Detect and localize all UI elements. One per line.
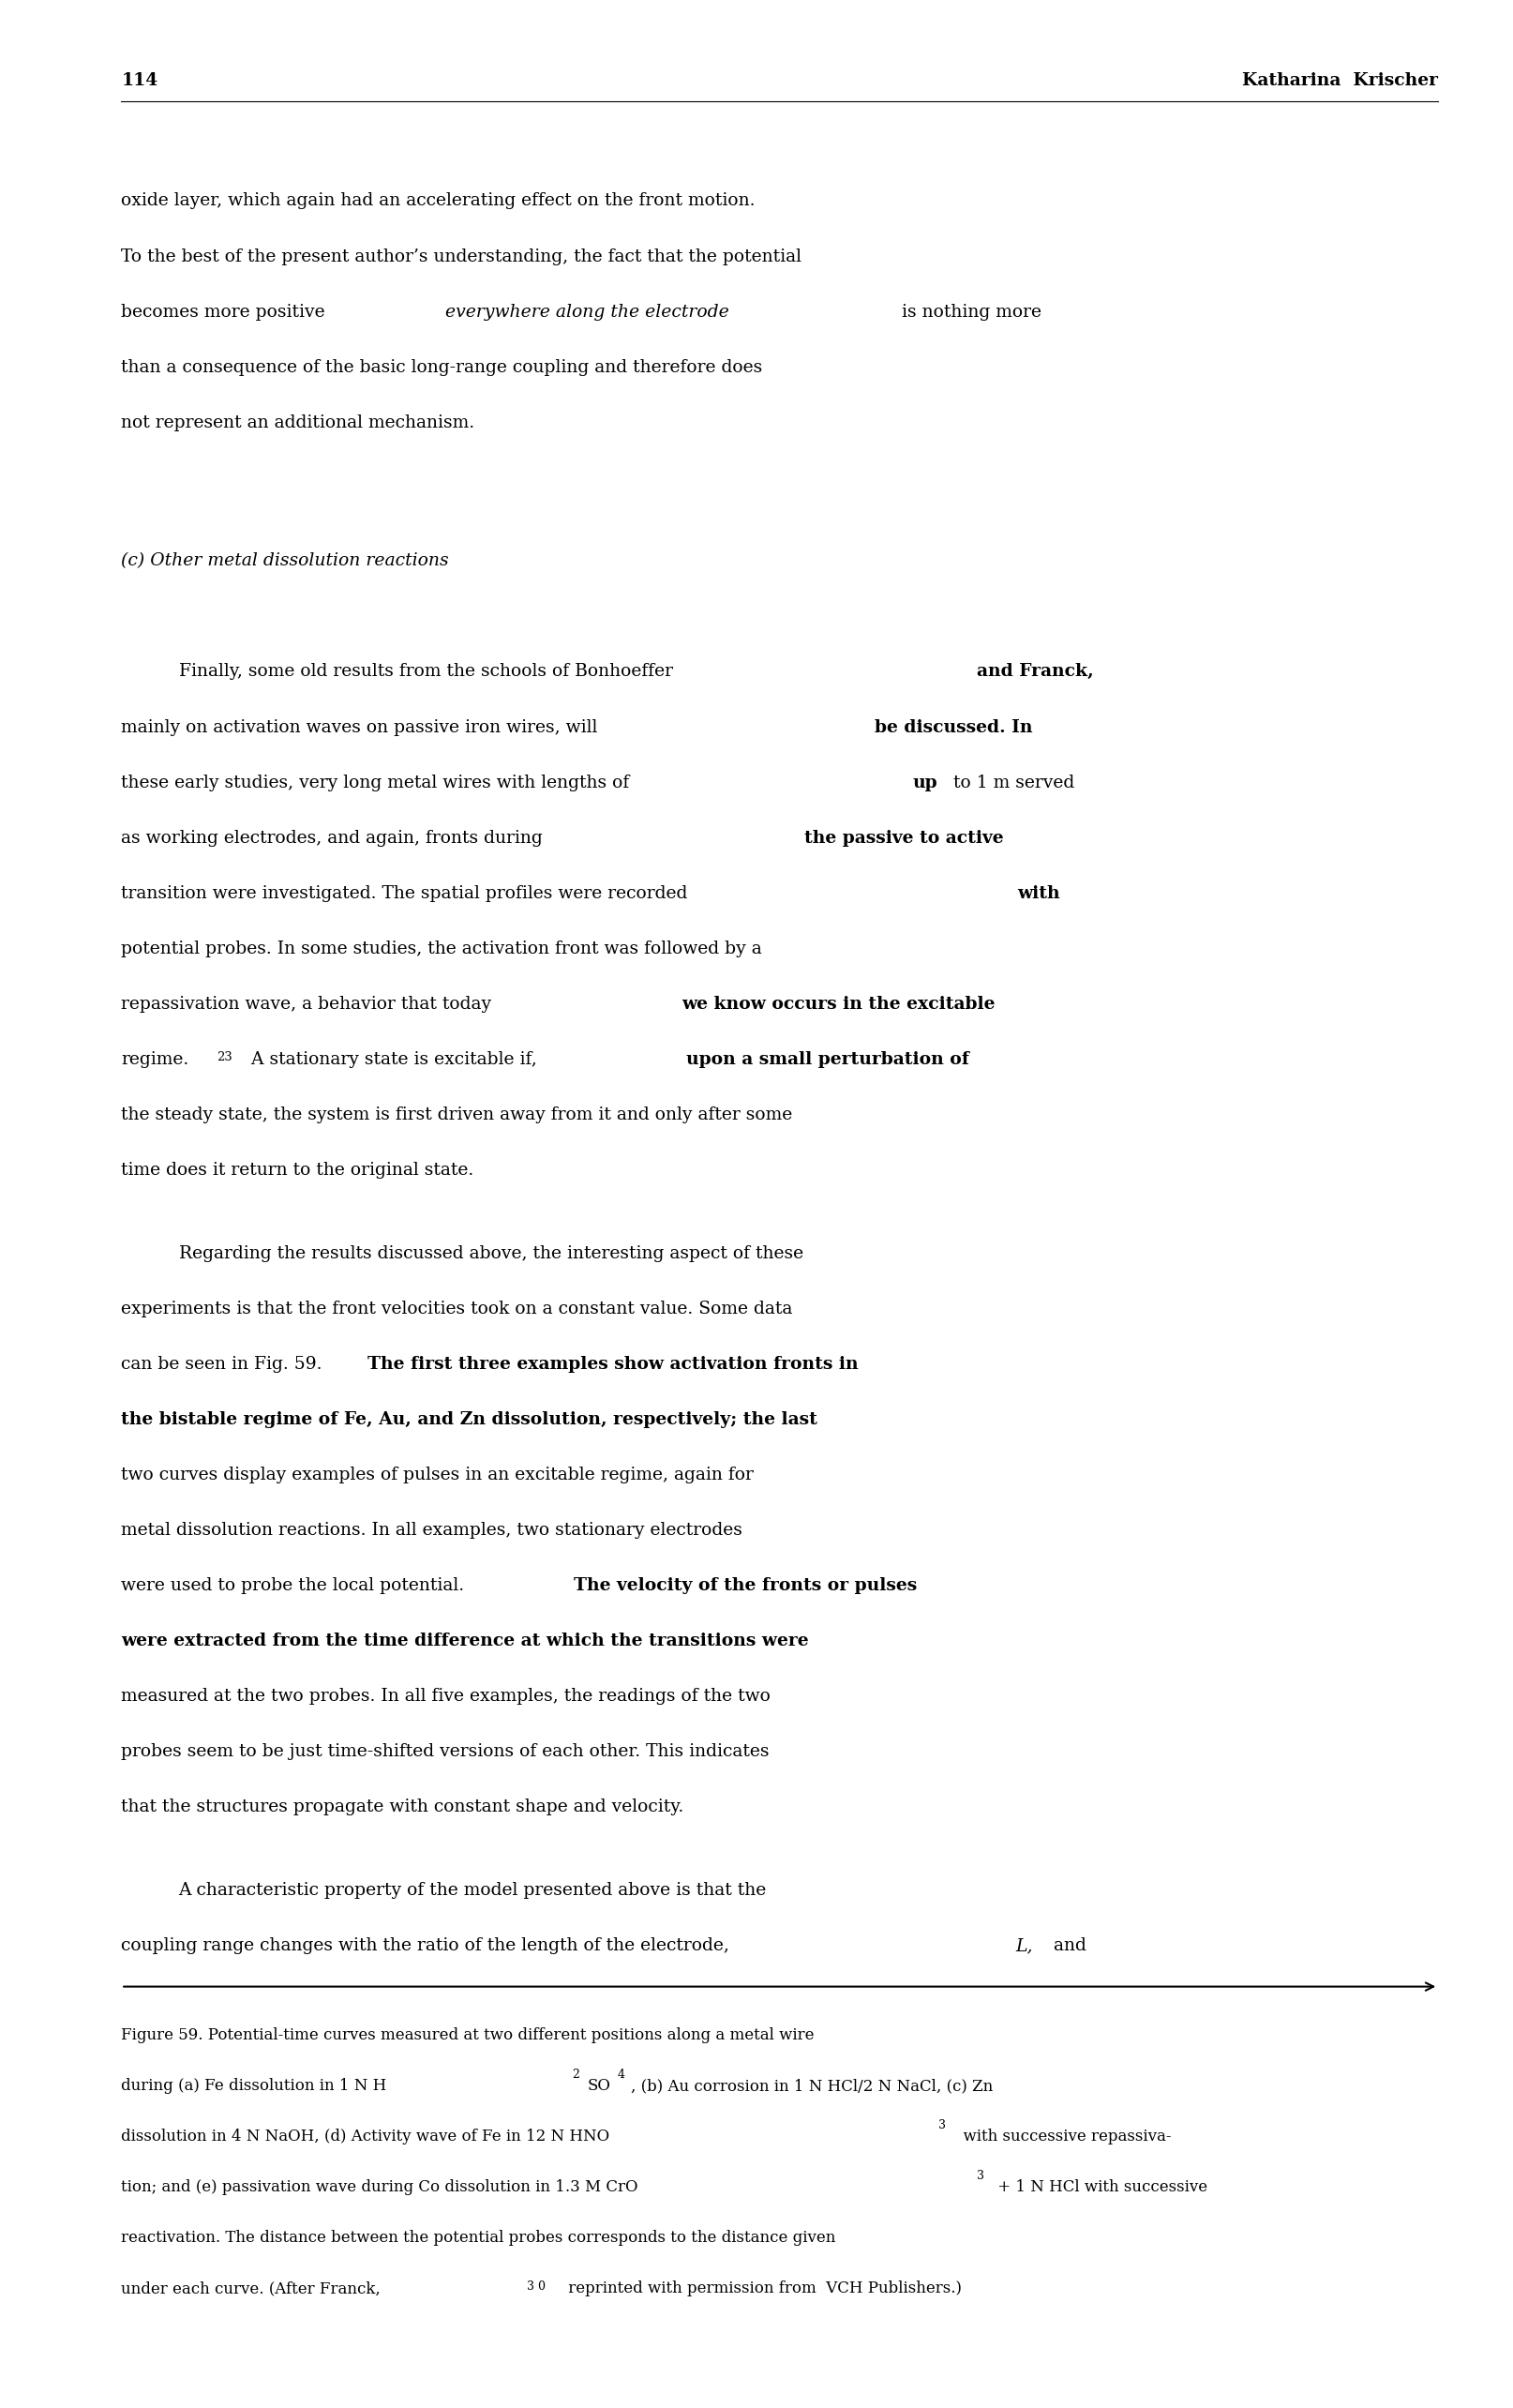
Text: during (a) Fe dissolution in 1 N H: during (a) Fe dissolution in 1 N H <box>121 2078 386 2095</box>
Text: probes seem to be just time-shifted versions of each other. This indicates: probes seem to be just time-shifted vers… <box>121 1743 769 1760</box>
Text: is nothing more: is nothing more <box>896 303 1041 320</box>
Text: with successive repassiva-: with successive repassiva- <box>953 2129 1171 2146</box>
Text: L,: L, <box>1015 1938 1032 1955</box>
Text: 3 0: 3 0 <box>527 2280 545 2292</box>
Text: repassivation wave, a behavior that today: repassivation wave, a behavior that toda… <box>121 997 496 1014</box>
Text: we know occurs in the excitable: we know occurs in the excitable <box>681 997 994 1014</box>
Text: and: and <box>1047 1938 1085 1955</box>
Text: regime.: regime. <box>121 1052 189 1069</box>
Text: Regarding the results discussed above, the interesting aspect of these: Regarding the results discussed above, t… <box>179 1245 802 1262</box>
Text: reactivation. The distance between the potential probes corresponds to the dista: reactivation. The distance between the p… <box>121 2230 835 2247</box>
Text: metal dissolution reactions. In all examples, two stationary electrodes: metal dissolution reactions. In all exam… <box>121 1522 741 1539</box>
Text: were used to probe the local potential.: were used to probe the local potential. <box>121 1577 469 1594</box>
Text: experiments is that the front velocities took on a constant value. Some data: experiments is that the front velocities… <box>121 1300 793 1317</box>
Text: and Franck,: and Franck, <box>976 665 1092 681</box>
Text: measured at the two probes. In all five examples, the readings of the two: measured at the two probes. In all five … <box>121 1688 770 1705</box>
Text: time does it return to the original state.: time does it return to the original stat… <box>121 1163 474 1180</box>
Text: two curves display examples of pulses in an excitable regime, again for: two curves display examples of pulses in… <box>121 1466 753 1483</box>
Text: , (b) Au corrosion in 1 N HCl/2 N NaCl, (c) Zn: , (b) Au corrosion in 1 N HCl/2 N NaCl, … <box>631 2078 993 2095</box>
Text: SO: SO <box>587 2078 610 2095</box>
Text: transition were investigated. The spatial profiles were recorded: transition were investigated. The spatia… <box>121 886 693 903</box>
Text: under each curve. (After Franck,: under each curve. (After Franck, <box>121 2280 380 2297</box>
Text: becomes more positive: becomes more positive <box>121 303 330 320</box>
Text: were extracted from the time difference at which the transitions were: were extracted from the time difference … <box>121 1633 808 1649</box>
Text: upon a small perturbation of: upon a small perturbation of <box>685 1052 968 1069</box>
Text: with: with <box>1017 886 1059 903</box>
Text: The first three examples show activation fronts in: The first three examples show activation… <box>368 1356 858 1373</box>
Text: the bistable regime of Fe, Au, and Zn dissolution, respectively; the last: the bistable regime of Fe, Au, and Zn di… <box>121 1411 817 1428</box>
Text: mainly on activation waves on passive iron wires, will: mainly on activation waves on passive ir… <box>121 720 602 737</box>
Text: + 1 N HCl with successive: + 1 N HCl with successive <box>993 2179 1207 2196</box>
Text: A characteristic property of the model presented above is that the: A characteristic property of the model p… <box>179 1883 766 1900</box>
Text: not represent an additional mechanism.: not represent an additional mechanism. <box>121 414 475 431</box>
Text: potential probes. In some studies, the activation front was followed by a: potential probes. In some studies, the a… <box>121 942 761 958</box>
Text: dissolution in 4 N NaOH, (d) Activity wave of Fe in 12 N HNO: dissolution in 4 N NaOH, (d) Activity wa… <box>121 2129 610 2146</box>
Text: to 1 m served: to 1 m served <box>947 775 1074 792</box>
Text: To the best of the present author’s understanding, the fact that the potential: To the best of the present author’s unde… <box>121 248 802 265</box>
Text: Finally, some old results from the schools of Bonhoeffer: Finally, some old results from the schoo… <box>179 665 678 681</box>
Text: 3: 3 <box>976 2170 983 2182</box>
Text: can be seen in Fig. 59.: can be seen in Fig. 59. <box>121 1356 328 1373</box>
Text: that the structures propagate with constant shape and velocity.: that the structures propagate with const… <box>121 1799 684 1816</box>
Text: (c) Other metal dissolution reactions: (c) Other metal dissolution reactions <box>121 554 448 571</box>
Text: The velocity of the fronts or pulses: The velocity of the fronts or pulses <box>573 1577 917 1594</box>
Text: everywhere along the electrode: everywhere along the electrode <box>445 303 728 320</box>
Text: as working electrodes, and again, fronts during: as working electrodes, and again, fronts… <box>121 831 548 848</box>
Text: 114: 114 <box>121 72 157 89</box>
Text: 2: 2 <box>572 2068 579 2081</box>
Text: coupling range changes with the ratio of the length of the electrode,: coupling range changes with the ratio of… <box>121 1938 734 1955</box>
Text: 23: 23 <box>216 1052 231 1064</box>
Text: the passive to active: the passive to active <box>803 831 1003 848</box>
Text: A stationary state is excitable if,: A stationary state is excitable if, <box>245 1052 542 1069</box>
Text: than a consequence of the basic long-range coupling and therefore does: than a consequence of the basic long-ran… <box>121 359 763 376</box>
Text: Katharina  Krischer: Katharina Krischer <box>1242 72 1437 89</box>
Text: Figure 59. Potential-time curves measured at two different positions along a met: Figure 59. Potential-time curves measure… <box>121 2028 814 2044</box>
Text: be discussed. In: be discussed. In <box>875 720 1032 737</box>
Text: up: up <box>912 775 937 792</box>
Text: 4: 4 <box>617 2068 625 2081</box>
Text: these early studies, very long metal wires with lengths of: these early studies, very long metal wir… <box>121 775 634 792</box>
Text: the steady state, the system is first driven away from it and only after some: the steady state, the system is first dr… <box>121 1108 791 1125</box>
Text: tion; and (e) passivation wave during Co dissolution in 1.3 M CrO: tion; and (e) passivation wave during Co… <box>121 2179 637 2196</box>
Text: 3: 3 <box>938 2119 946 2131</box>
Text: reprinted with permission from  VCH Publishers.): reprinted with permission from VCH Publi… <box>563 2280 961 2297</box>
Text: oxide layer, which again had an accelerating effect on the front motion.: oxide layer, which again had an accelera… <box>121 193 755 209</box>
